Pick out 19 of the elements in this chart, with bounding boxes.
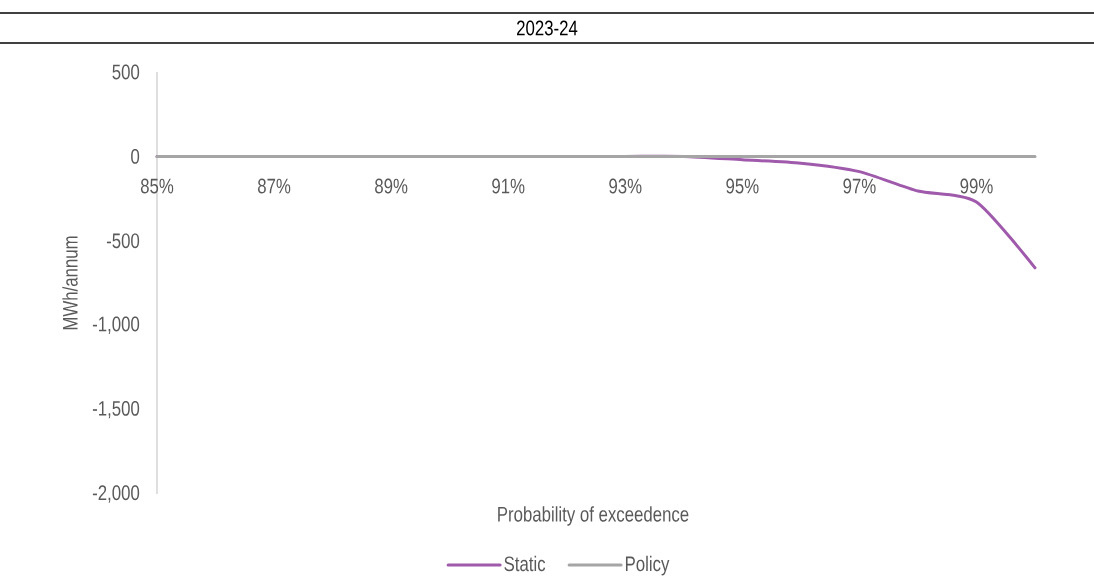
chart-title: 2023-24 — [517, 20, 578, 36]
x-tick-label: 85% — [140, 178, 174, 194]
y-tick-label: -1,000 — [92, 316, 140, 334]
x-tick-label: 89% — [375, 178, 408, 194]
y-tick-label: 0 — [131, 148, 140, 164]
y-tick-label: -1,500 — [92, 400, 140, 419]
y-tick-label: 500 — [112, 64, 140, 80]
x-tick-label: 97% — [843, 178, 876, 194]
x-tick-label: 91% — [492, 178, 525, 194]
legend-label: Static — [504, 555, 546, 572]
x-tick-label: 95% — [726, 178, 759, 194]
y-tick-label: -500 — [106, 233, 140, 249]
x-tick-label: 99% — [960, 178, 993, 194]
legend-label: Policy — [625, 555, 670, 576]
x-tick-label: 87% — [257, 178, 291, 194]
y-tick-label: -2,000 — [92, 485, 140, 503]
y-axis-title: MWh/annum — [62, 236, 78, 330]
x-axis-title: Probability of exceedence — [498, 506, 689, 526]
x-tick-label: 93% — [609, 178, 642, 194]
